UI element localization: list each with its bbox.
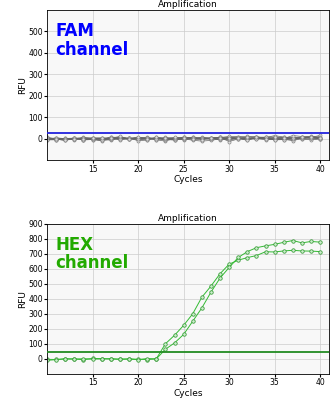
Title: Amplification: Amplification	[158, 0, 218, 9]
X-axis label: Cycles: Cycles	[173, 388, 203, 398]
Y-axis label: RFU: RFU	[18, 290, 27, 308]
X-axis label: Cycles: Cycles	[173, 175, 203, 184]
Text: FAM
channel: FAM channel	[55, 22, 129, 59]
Text: HEX
channel: HEX channel	[55, 236, 129, 272]
Title: Amplification: Amplification	[158, 214, 218, 223]
Y-axis label: RFU: RFU	[18, 76, 27, 94]
